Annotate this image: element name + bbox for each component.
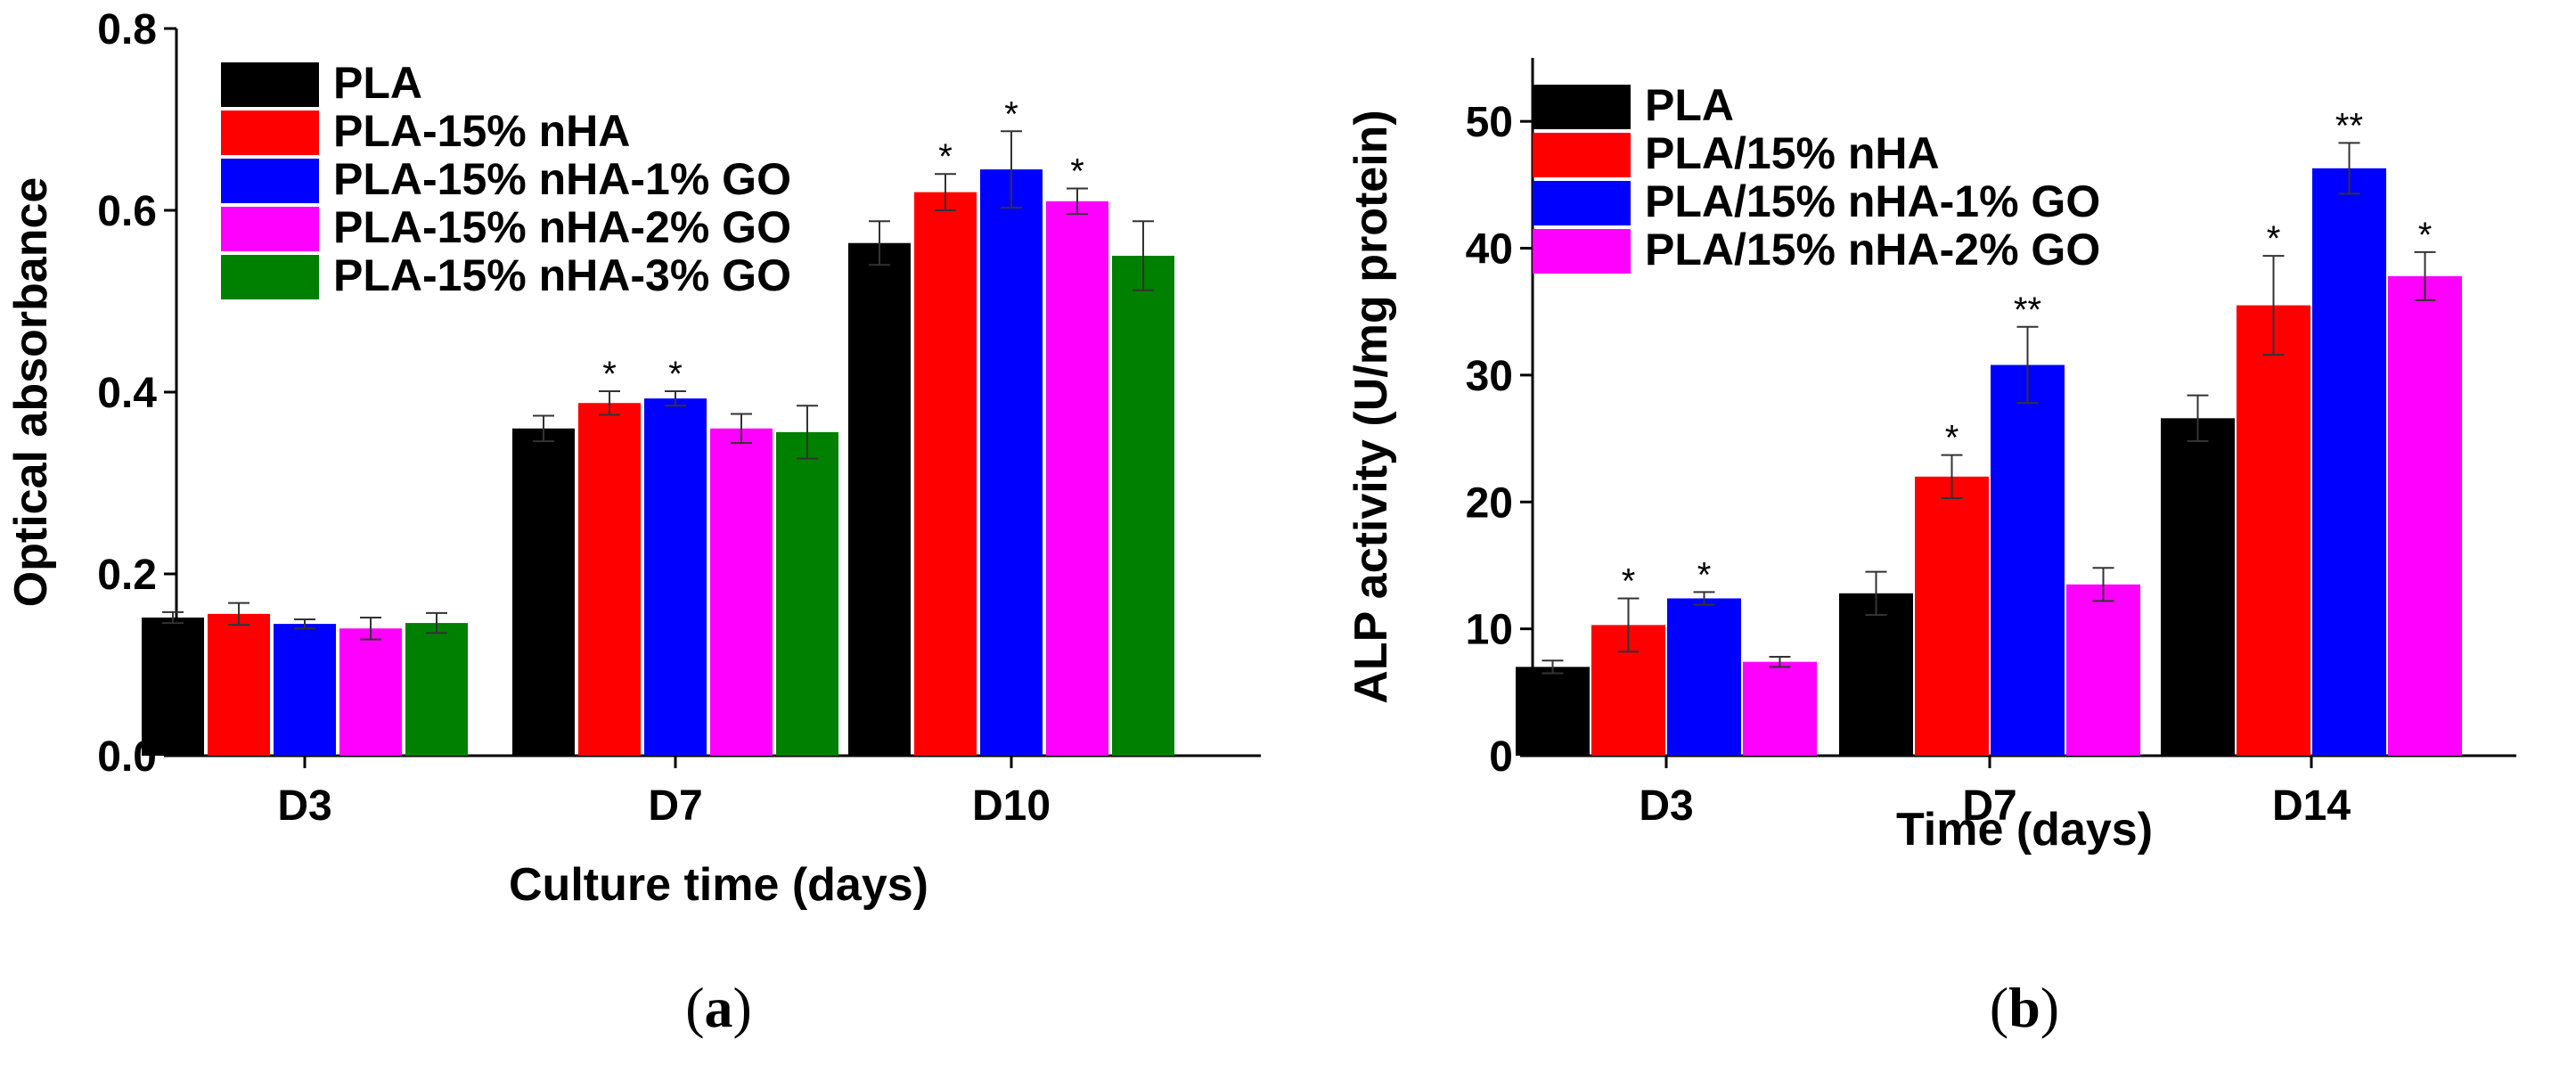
- x-tick-label: D7: [1962, 782, 2016, 830]
- significance-marker: *: [938, 137, 953, 176]
- bar: [405, 623, 468, 756]
- bar: [142, 617, 204, 756]
- x-tick-label: D7: [648, 782, 702, 830]
- significance-marker: *: [2267, 219, 2281, 258]
- legend-label: PLA-15% nHA-1% GO: [333, 154, 791, 204]
- bar: [1667, 598, 1741, 756]
- bar: [848, 242, 911, 757]
- legend-label: PLA/15% nHA: [1645, 128, 1940, 178]
- panel-label: (b): [1990, 976, 2059, 1039]
- bar: [1743, 661, 1817, 756]
- legend-swatch: [1533, 181, 1631, 225]
- legend-swatch: [1533, 229, 1631, 274]
- legend-label: PLA/15% nHA-2% GO: [1645, 225, 2100, 274]
- significance-marker: **: [2014, 291, 2041, 330]
- bar: [274, 624, 336, 756]
- y-tick-label: 30: [1466, 353, 1513, 400]
- bar: [1516, 667, 1590, 756]
- bar: [914, 192, 977, 757]
- bar: [1839, 593, 1913, 756]
- significance-marker: *: [1945, 419, 1959, 458]
- panel-label: (a): [685, 976, 752, 1039]
- legend-swatch: [1533, 133, 1631, 177]
- significance-marker: *: [1697, 555, 1712, 594]
- bar: [2312, 168, 2386, 756]
- y-tick-label: 0.6: [97, 188, 157, 235]
- significance-marker: *: [602, 355, 617, 394]
- y-tick-label: 40: [1466, 226, 1513, 274]
- legend-label: PLA: [1645, 80, 1734, 130]
- y-tick-label: 0.2: [97, 552, 157, 599]
- x-tick-label: D14: [2272, 782, 2351, 830]
- bar: [2388, 275, 2462, 756]
- y-axis-title: ALP activity (U/mg protein): [1345, 110, 1397, 703]
- x-tick-label: D3: [1639, 782, 1693, 830]
- bar: [578, 403, 641, 756]
- significance-marker: *: [1004, 94, 1018, 134]
- significance-marker: **: [2335, 106, 2363, 145]
- legend-label: PLA: [333, 58, 422, 108]
- legend-swatch: [221, 62, 319, 107]
- y-tick-label: 0.4: [97, 370, 157, 417]
- x-axis-title: Time (days): [1896, 804, 2153, 856]
- legend-swatch: [1533, 85, 1631, 129]
- bar: [2237, 305, 2310, 756]
- bar: [339, 628, 402, 756]
- significance-marker: *: [1622, 561, 1636, 601]
- bar: [776, 431, 838, 756]
- legend-swatch: [221, 255, 319, 299]
- bar: [1112, 256, 1174, 756]
- y-tick-label: 10: [1466, 607, 1513, 654]
- bar: [2161, 418, 2235, 756]
- bar: [208, 613, 270, 756]
- legend-label: PLA/15% nHA-1% GO: [1645, 176, 2100, 226]
- bar: [644, 398, 707, 756]
- bar: [512, 428, 575, 756]
- legend-label: PLA-15% nHA: [333, 106, 630, 156]
- y-tick-label: 20: [1466, 479, 1513, 527]
- bar: [2066, 584, 2140, 756]
- y-tick-label: 50: [1466, 99, 1513, 146]
- legend-swatch: [221, 207, 319, 251]
- bar: [980, 169, 1043, 757]
- bar: [1915, 476, 1989, 756]
- x-tick-label: D10: [972, 782, 1051, 830]
- legend-label: PLA-15% nHA-2% GO: [333, 202, 791, 252]
- significance-marker: *: [668, 355, 683, 394]
- legend-swatch: [221, 159, 319, 203]
- legend-swatch: [221, 111, 319, 155]
- bar: [1991, 364, 2065, 756]
- bar: [1046, 201, 1108, 757]
- x-axis-title: Culture time (days): [509, 859, 928, 911]
- x-tick-label: D3: [277, 782, 331, 830]
- y-tick-label: 0.8: [97, 6, 157, 53]
- significance-marker: *: [1070, 152, 1084, 192]
- bar: [710, 428, 773, 756]
- y-axis-title: Optical absorbance: [5, 177, 57, 608]
- y-tick-label: 0: [1489, 733, 1513, 781]
- significance-marker: *: [2418, 216, 2433, 255]
- legend-label: PLA-15% nHA-3% GO: [333, 250, 791, 300]
